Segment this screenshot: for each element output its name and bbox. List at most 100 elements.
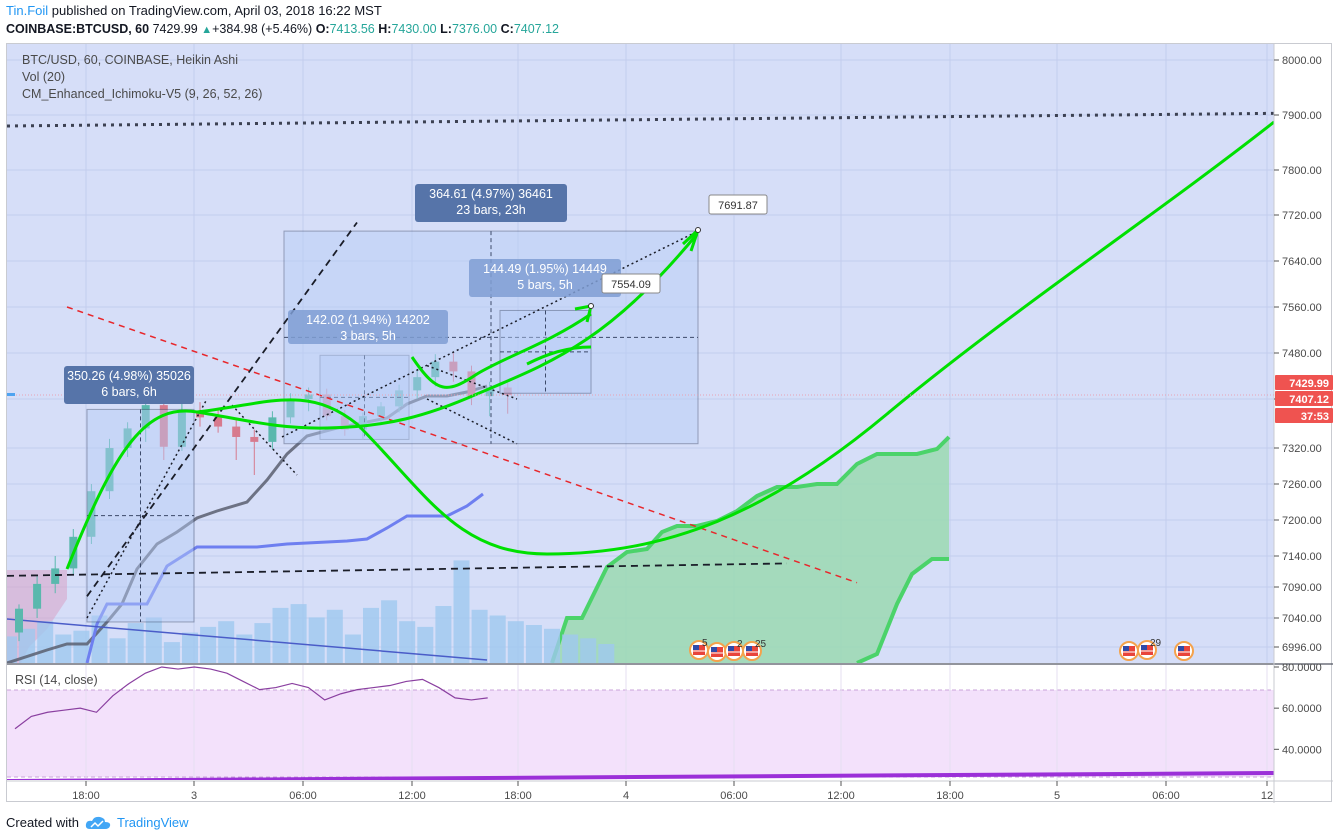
callout-box <box>601 273 661 294</box>
chart-container[interactable]: 5 2 25 29 8000.00 7900.00 7800.00 7720.00 7640.… <box>6 43 1333 803</box>
us-flag-icon[interactable]: 5 <box>689 638 709 660</box>
price-callout[interactable]: 7554.09 <box>588 273 661 309</box>
main-pane[interactable]: 5 2 25 29 <box>7 44 1274 663</box>
candle-body <box>286 399 295 418</box>
tradingview-link[interactable]: TradingView <box>116 815 189 830</box>
candle-body <box>250 436 259 442</box>
candle-body <box>377 406 385 417</box>
price-callout[interactable]: 7691.87 <box>695 194 768 233</box>
volume-bar <box>163 642 180 663</box>
volume-bar <box>453 560 470 663</box>
author-link[interactable]: Tin.Foil <box>6 3 49 18</box>
dotted-line-2[interactable] <box>281 230 699 438</box>
projection-curve[interactable] <box>410 312 592 389</box>
dotted-flag-1[interactable] <box>231 404 298 476</box>
candle-body <box>51 568 60 584</box>
us-flag-icon[interactable] <box>1174 641 1194 661</box>
projection-curve[interactable] <box>196 120 1274 556</box>
volume-bar <box>381 600 398 663</box>
price-tag: 7429.99 <box>1275 375 1333 390</box>
price-tick-label: 7140.00 <box>1282 551 1322 563</box>
low-value: 7376.00 <box>451 22 498 36</box>
rsi-line <box>14 666 488 730</box>
rsi-tick-label: 40.0000 <box>1282 744 1322 756</box>
us-flag-icon[interactable]: 29 <box>1137 638 1162 660</box>
callout-text: 7691.87 <box>718 200 758 212</box>
price-tag-label: 37:53 <box>1301 411 1329 423</box>
left-edge-marker <box>7 393 15 396</box>
last-price: 7429.99 <box>152 22 198 36</box>
rsi-signal-line <box>7 771 1274 780</box>
candle-body <box>177 411 186 447</box>
us-flag-icon[interactable] <box>1119 641 1139 661</box>
volume-bar <box>236 634 253 663</box>
candle-body <box>15 608 23 633</box>
candle-body <box>123 428 132 448</box>
measurement-label[interactable]: 142.02 (1.94%) 14202 3 bars, 5h <box>288 310 448 344</box>
price-tick-label: 7800.00 <box>1282 165 1322 177</box>
candle-body <box>485 387 494 397</box>
kijun-line <box>85 492 484 663</box>
price-chart[interactable]: 5 2 25 29 8000.00 7900.00 7800.00 7720.00 7640.… <box>7 44 1333 803</box>
drawing-overlays[interactable]: 350.26 (4.98%) 35026 6 bars, 6h 142.02 (1.… <box>64 184 768 404</box>
us-flag-icon[interactable] <box>707 642 727 662</box>
senkou-b-line <box>856 557 949 663</box>
candle-body <box>268 417 277 442</box>
dashed-support-line[interactable] <box>7 562 788 577</box>
volume-bar <box>254 623 271 663</box>
volume-bar <box>363 607 379 663</box>
candle-body <box>449 361 458 372</box>
time-tick-label: 18:00 <box>72 790 100 802</box>
flag-canton <box>693 645 699 650</box>
volume-bar <box>399 621 416 663</box>
resistance-dotted-line[interactable] <box>7 111 1274 128</box>
volume-bar <box>562 634 579 663</box>
measurement-label-box <box>288 310 448 344</box>
publish-info: published on TradingView.com, April 03, … <box>48 3 382 18</box>
rsi-pane[interactable] <box>7 665 1274 781</box>
open-value: 7413.56 <box>329 22 375 36</box>
red-dashed-trendline[interactable] <box>66 306 858 584</box>
callout-text: 7554.09 <box>611 279 651 291</box>
price-tick-label: 7320.00 <box>1282 443 1322 455</box>
candle-body <box>358 416 367 430</box>
volume-bar <box>218 621 235 663</box>
close-label: C: <box>500 22 514 36</box>
event-count: 5 <box>702 638 708 649</box>
dotted-flag-2[interactable] <box>426 364 518 400</box>
dotted-line-1[interactable] <box>86 398 208 619</box>
price-tick-label: 7480.00 <box>1282 348 1322 360</box>
measurement-label[interactable]: 350.26 (4.98%) 35026 6 bars, 6h <box>64 366 194 404</box>
time-tick-label: 12 <box>1261 790 1273 802</box>
time-tick-label: 18:00 <box>504 790 532 802</box>
projection-curve[interactable] <box>65 233 699 570</box>
volume-bar <box>525 625 542 663</box>
footer: Created with TradingView <box>6 815 189 830</box>
volume-bar <box>73 630 90 663</box>
candle-body <box>141 405 150 429</box>
legend-volume: Vol (20) <box>22 70 66 84</box>
candle-body <box>214 417 223 427</box>
projection-curve[interactable] <box>526 345 592 366</box>
candle-body <box>304 394 313 399</box>
candle-body <box>395 390 404 407</box>
volume-bar <box>37 621 54 663</box>
candle-body <box>467 371 476 397</box>
measurement-label[interactable]: 144.49 (1.95%) 14449 5 bars, 5h <box>469 259 621 297</box>
event-count: 25 <box>755 639 767 650</box>
high-value: 7430.00 <box>391 22 437 36</box>
symbol-label[interactable]: COINBASE:BTCUSD, 60 <box>6 22 150 36</box>
axes: 8000.00 7900.00 7800.00 7720.00 7640.00 7560.… <box>7 44 1333 803</box>
measurement-label[interactable]: 364.61 (4.97%) 36461 23 bars, 23h <box>415 184 567 222</box>
price-tick-label: 7040.00 <box>1282 613 1322 625</box>
price-tag-box <box>1275 391 1333 406</box>
candle-body <box>413 377 422 391</box>
candle-body <box>196 411 204 418</box>
legend-ichimoku: CM_Enhanced_Ichimoku-V5 (9, 26, 52, 26) <box>22 87 263 101</box>
tenkan-line <box>7 384 488 663</box>
us-flag-icon[interactable]: 25 <box>742 639 767 661</box>
candle-body <box>232 426 241 437</box>
volume-bar <box>127 623 144 663</box>
triangle-up-icon: ▲ <box>201 24 213 36</box>
measurement-line1: 144.49 (1.95%) 14449 <box>483 262 607 276</box>
